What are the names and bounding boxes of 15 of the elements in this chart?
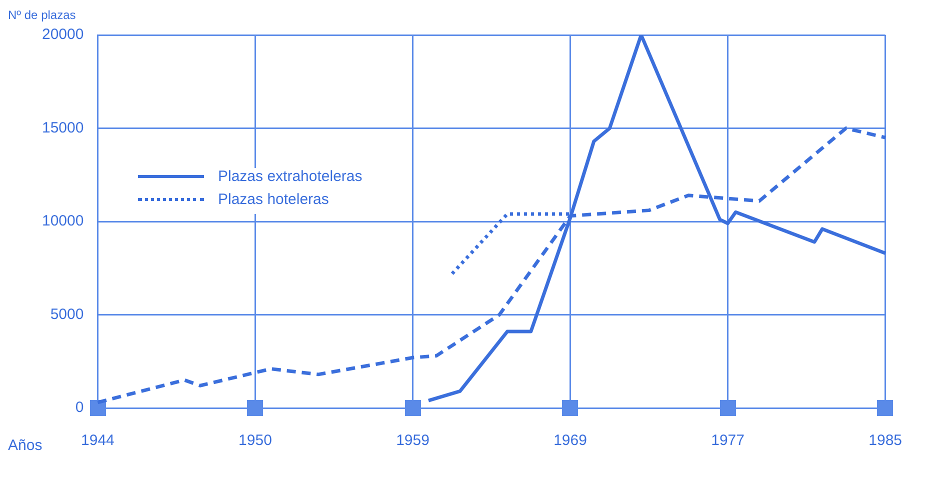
y-tick-label: 10000 [42,212,84,230]
y-axis-title: Nº de plazas [8,8,76,22]
x-tick-label: 1950 [238,432,272,450]
legend-label: Plazas hoteleras [218,191,329,208]
y-tick-label: 0 [75,399,84,416]
x-tick-label: 1969 [554,432,587,450]
x-tick-label: 1959 [396,432,430,450]
x-tick-label: 1977 [711,432,744,450]
legend-label: Plazas extrahoteleras [218,168,362,185]
x-tick-label: 1944 [81,432,114,450]
y-tick-label: 15000 [42,119,84,136]
x-tick-label: 1985 [868,432,902,450]
x-axis-title: Años [8,437,42,454]
y-tick-label: 20000 [42,26,84,44]
y-tick-label: 5000 [50,306,84,323]
